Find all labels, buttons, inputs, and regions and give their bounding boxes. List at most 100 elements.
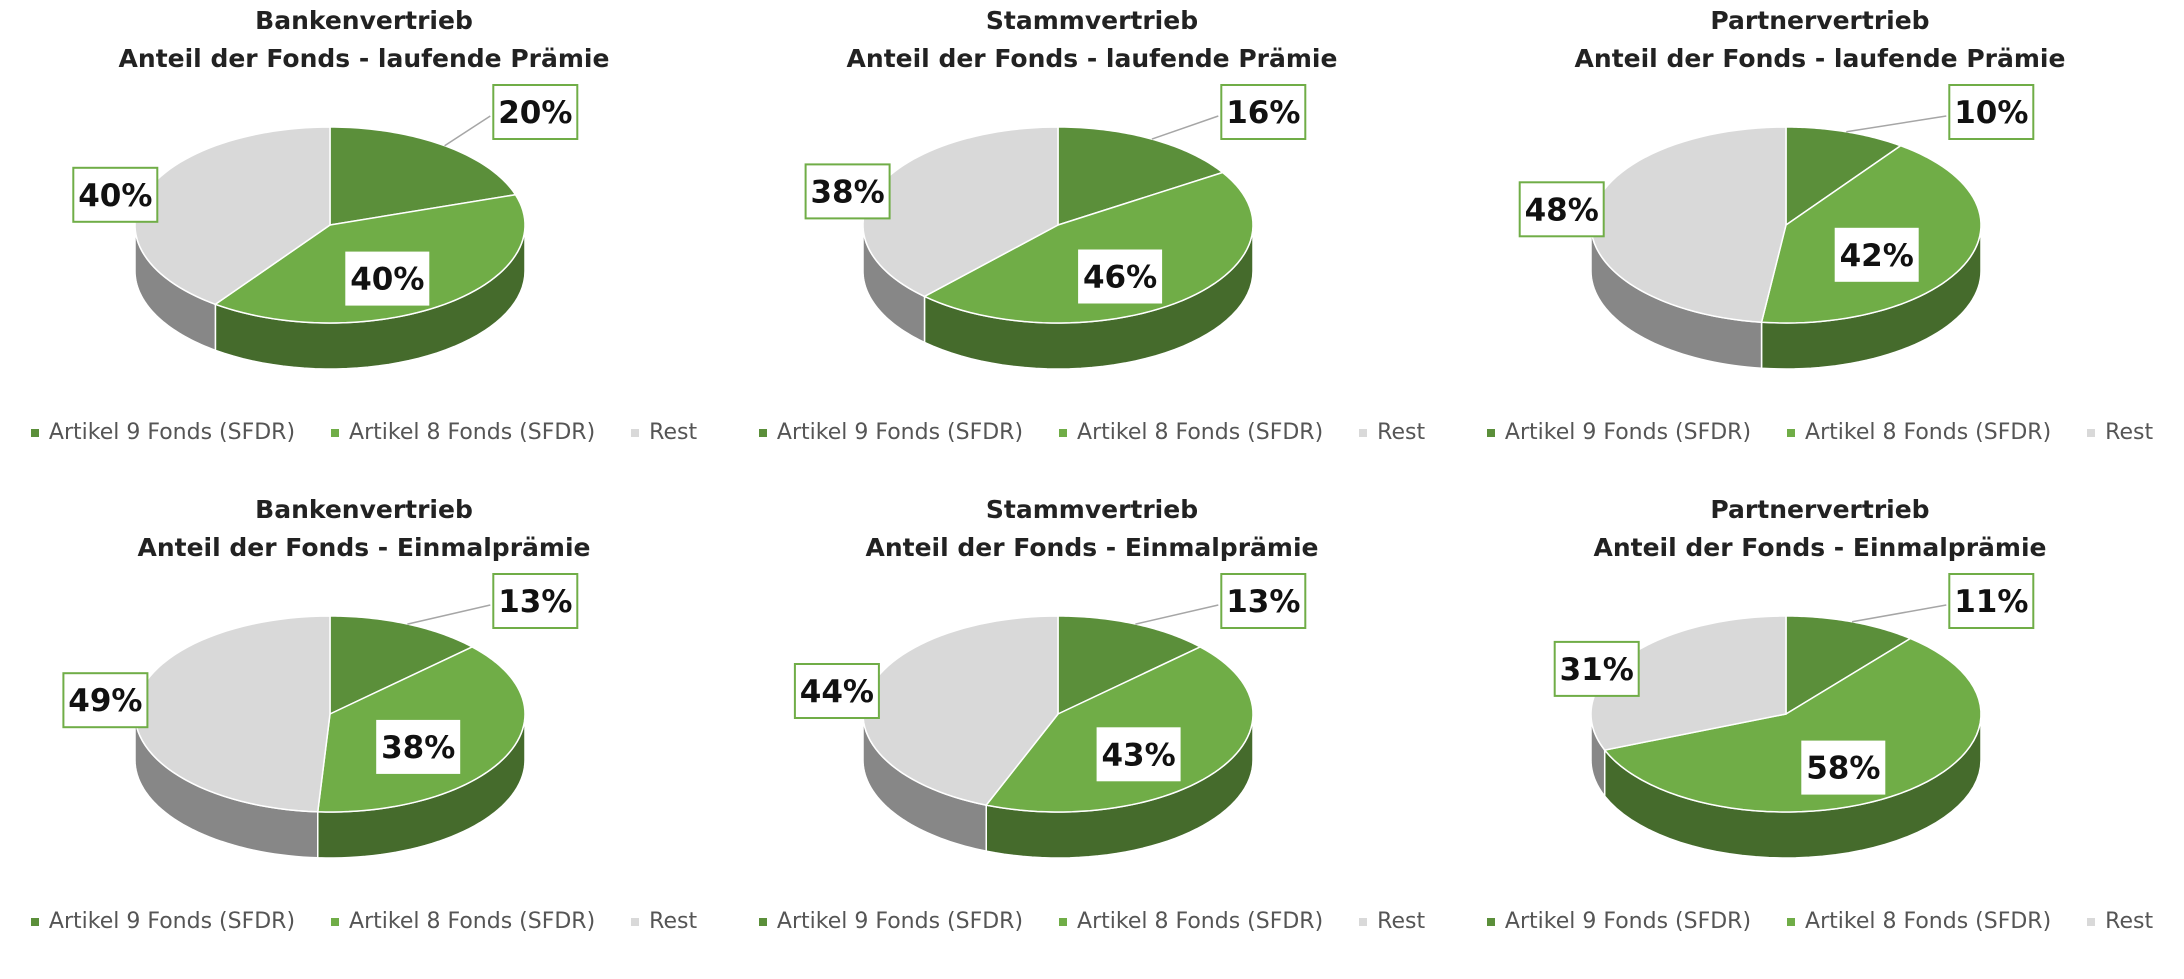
legend-item: Rest xyxy=(2087,420,2153,445)
pie-chart-panel: Bankenvertrieb Anteil der Fonds - Einmalp… xyxy=(0,489,728,978)
legend-swatch xyxy=(30,428,39,437)
data-label-box xyxy=(1834,227,1919,282)
legend-swatch xyxy=(1359,917,1368,926)
pie-chart-panel: Stammvertrieb Anteil der Fonds - laufende… xyxy=(728,0,1456,489)
legend-label: Artikel 9 Fonds (SFDR) xyxy=(776,420,1024,445)
legend-swatch xyxy=(1486,917,1495,926)
legend-label: Artikel 9 Fonds (SFDR) xyxy=(48,420,296,445)
data-label-box xyxy=(804,163,891,220)
data-label: 49% xyxy=(68,683,142,719)
leader-line xyxy=(444,115,491,147)
legend: Artikel 9 Fonds (SFDR) Artikel 8 Fonds (S… xyxy=(0,909,728,934)
pie-chart-panel: Stammvertrieb Anteil der Fonds - Einmalpr… xyxy=(728,489,1456,978)
pie-slice xyxy=(922,171,1254,324)
chart-subtitle: Anteil der Fonds - Einmalprämie xyxy=(865,533,1319,562)
leader-line xyxy=(1851,604,1947,623)
data-label-box xyxy=(1078,249,1163,304)
data-label: 44% xyxy=(800,674,874,710)
legend-item: Artikel 8 Fonds (SFDR) xyxy=(331,420,595,445)
legend-swatch xyxy=(1787,428,1796,437)
legend-label: Artikel 8 Fonds (SFDR) xyxy=(1077,420,1324,445)
leader-line xyxy=(407,604,491,625)
pie-chart: 11% 58% 31% xyxy=(1553,573,2035,859)
legend-label: Rest xyxy=(2105,909,2154,934)
legend-label: Artikel 8 Fonds (SFDR) xyxy=(349,909,596,934)
chart-title: Partnervertrieb xyxy=(1710,495,1930,524)
chart-subtitle: Anteil der Fonds - Einmalprämie xyxy=(137,533,591,562)
legend: Artikel 9 Fonds (SFDR) Artikel 8 Fonds (S… xyxy=(1456,909,2184,934)
data-label-box xyxy=(345,251,430,306)
data-label: 40% xyxy=(78,178,152,214)
data-label-box xyxy=(492,84,579,140)
data-labels: 20% 40% 40% xyxy=(72,84,579,306)
chart-subtitle: Anteil der Fonds - Einmalprämie xyxy=(1593,533,2047,562)
data-label-box xyxy=(1553,640,1640,697)
legend-swatch xyxy=(1059,917,1068,926)
leader-line xyxy=(1846,115,1947,133)
chart-title: Stammvertrieb xyxy=(985,6,1199,35)
legend-item: Artikel 9 Fonds (SFDR) xyxy=(30,909,296,934)
legend-swatch xyxy=(331,917,340,926)
data-label: 46% xyxy=(1083,260,1157,296)
legend-item: Artikel 8 Fonds (SFDR) xyxy=(1059,420,1323,445)
legend-item: Artikel 8 Fonds (SFDR) xyxy=(331,909,595,934)
legend-swatch xyxy=(1359,428,1368,437)
data-label-box xyxy=(1518,181,1605,238)
legend-label: Rest xyxy=(2105,420,2154,445)
legend-swatch xyxy=(1486,428,1495,437)
legend-swatch xyxy=(631,917,640,926)
legend-item: Rest xyxy=(631,420,697,445)
pie-top xyxy=(862,615,1254,813)
legend: Artikel 9 Fonds (SFDR) Artikel 8 Fonds (S… xyxy=(728,909,1456,934)
data-label: 43% xyxy=(1101,737,1175,773)
pie-chart: 20% 40% 40% xyxy=(72,84,579,370)
legend-label: Artikel 8 Fonds (SFDR) xyxy=(1805,909,2052,934)
data-label: 13% xyxy=(498,584,572,620)
legend-item: Artikel 9 Fonds (SFDR) xyxy=(1486,909,1751,934)
legend-label: Rest xyxy=(649,909,698,934)
legend-label: Rest xyxy=(1377,909,1426,934)
legend-item: Rest xyxy=(2087,909,2153,934)
leader-line xyxy=(1151,115,1219,140)
data-label: 42% xyxy=(1840,238,1914,274)
data-label-box xyxy=(72,166,159,223)
data-label-box xyxy=(1220,84,1307,140)
legend-item: Rest xyxy=(631,909,697,934)
data-label-box xyxy=(793,663,880,719)
data-label: 38% xyxy=(810,174,884,210)
data-label: 20% xyxy=(498,95,572,131)
pie-top xyxy=(1590,126,1982,324)
pie-chart: 13% 38% 49% xyxy=(62,573,579,859)
legend-swatch xyxy=(1787,917,1796,926)
legend-swatch xyxy=(758,917,767,926)
data-label-box xyxy=(1096,727,1181,782)
legend-label: Artikel 9 Fonds (SFDR) xyxy=(1504,420,1752,445)
pie-top xyxy=(1590,615,1982,813)
pie-chart-panel: Partnervertrieb Anteil der Fonds - Einmal… xyxy=(1456,489,2184,978)
pie-chart-panel: Bankenvertrieb Anteil der Fonds - laufend… xyxy=(0,0,728,489)
legend-item: Rest xyxy=(1359,909,1425,934)
leader-line xyxy=(1135,604,1219,625)
data-label-box xyxy=(1220,573,1307,629)
data-label: 38% xyxy=(381,730,455,766)
legend-item: Artikel 9 Fonds (SFDR) xyxy=(758,420,1024,445)
pie-chart: 13% 43% 44% xyxy=(793,573,1307,859)
data-label: 58% xyxy=(1806,751,1880,787)
pie-chart-panel: Partnervertrieb Anteil der Fonds - laufen… xyxy=(1456,0,2184,489)
pie-chart: 16% 46% 38% xyxy=(804,84,1307,370)
legend-label: Artikel 9 Fonds (SFDR) xyxy=(48,909,296,934)
chart-title: Stammvertrieb xyxy=(985,495,1199,524)
data-label-box xyxy=(1948,573,2035,629)
data-label-box xyxy=(376,719,461,774)
legend-swatch xyxy=(758,428,767,437)
legend-swatch xyxy=(1059,428,1068,437)
pie-top xyxy=(134,126,526,324)
legend-swatch xyxy=(2087,428,2096,437)
chart-title: Bankenvertrieb xyxy=(255,495,473,524)
chart-subtitle: Anteil der Fonds - laufende Prämie xyxy=(118,44,610,73)
legend-swatch xyxy=(331,428,340,437)
legend-swatch xyxy=(631,428,640,437)
data-label: 40% xyxy=(350,262,424,298)
data-labels: 13% 38% 49% xyxy=(62,573,579,774)
legend-label: Artikel 8 Fonds (SFDR) xyxy=(1805,420,2052,445)
